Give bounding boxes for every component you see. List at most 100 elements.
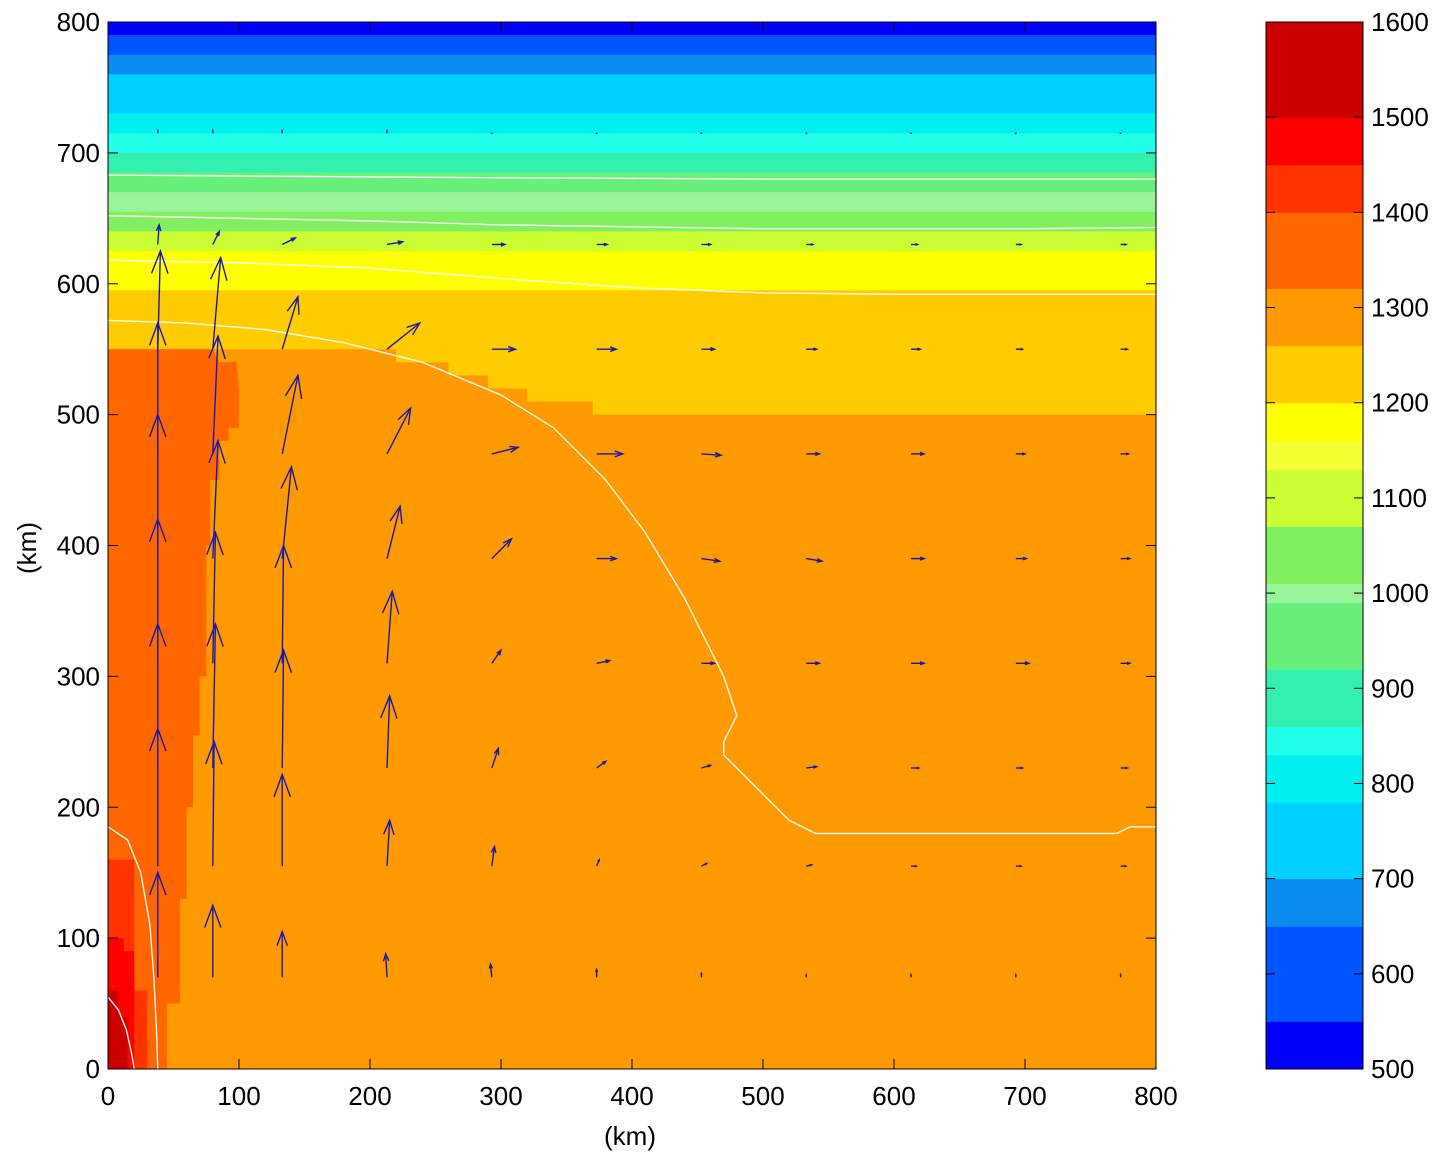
velocity-arrow bbox=[281, 237, 298, 246]
field-band-4 bbox=[108, 93, 1156, 115]
y-tick-label: 600 bbox=[57, 269, 100, 299]
velocity-arrow bbox=[596, 555, 619, 562]
colorbar-band bbox=[1266, 117, 1363, 166]
velocity-arrow bbox=[386, 128, 388, 134]
velocity-arrow bbox=[148, 870, 167, 978]
field-band-1 bbox=[108, 35, 1156, 56]
velocity-arrow bbox=[911, 243, 920, 246]
velocity-arrow bbox=[491, 648, 503, 664]
colorbar-tick-label: 600 bbox=[1371, 959, 1414, 989]
velocity-arrow bbox=[806, 661, 822, 666]
velocity-arrow bbox=[1120, 452, 1131, 456]
colorbar-band bbox=[1266, 440, 1363, 470]
velocity-arrow bbox=[491, 345, 518, 353]
temperature-field bbox=[108, 22, 1156, 1069]
velocity-arrow bbox=[1119, 972, 1122, 978]
velocity-arrow bbox=[1015, 132, 1017, 135]
velocity-arrow bbox=[491, 746, 500, 769]
velocity-arrow bbox=[806, 557, 824, 563]
velocity-arrow bbox=[911, 556, 927, 561]
x-tick-label: 800 bbox=[1134, 1081, 1177, 1111]
velocity-arrow bbox=[491, 242, 507, 247]
velocity-arrow bbox=[700, 971, 703, 978]
field-lower-region bbox=[108, 349, 1156, 1069]
y-tick-label: 500 bbox=[57, 400, 100, 430]
velocity-arrow bbox=[595, 857, 601, 867]
velocity-arrow bbox=[156, 128, 159, 134]
velocity-arrow bbox=[596, 346, 619, 353]
colorbar-tick-label: 1100 bbox=[1371, 483, 1427, 513]
x-tick-label: 0 bbox=[101, 1081, 115, 1111]
velocity-arrow bbox=[209, 255, 228, 350]
velocity-arrow bbox=[806, 243, 815, 246]
contour-line-5 bbox=[108, 996, 135, 1069]
colorbar-band bbox=[1266, 1021, 1363, 1070]
x-tick-label: 300 bbox=[479, 1081, 522, 1111]
velocity-arrow bbox=[208, 333, 226, 454]
field-band-11 bbox=[108, 231, 1156, 252]
velocity-arrow bbox=[701, 242, 713, 247]
colorbar-band bbox=[1266, 345, 1363, 404]
colorbar-tick-label: 500 bbox=[1371, 1054, 1414, 1084]
velocity-arrow bbox=[700, 132, 703, 135]
colorbar-band bbox=[1266, 669, 1363, 727]
velocity-arrow bbox=[596, 242, 610, 247]
velocity-arrow bbox=[1015, 766, 1025, 770]
contour-line-2 bbox=[108, 259, 1156, 295]
y-tick-label: 0 bbox=[86, 1054, 100, 1084]
velocity-arrow bbox=[273, 772, 292, 867]
x-tick-label: 500 bbox=[741, 1081, 784, 1111]
velocity-arrow bbox=[281, 373, 303, 455]
velocity-arrow bbox=[212, 229, 221, 245]
colorbar-tick-label: 1300 bbox=[1371, 293, 1429, 323]
field-band-12 bbox=[108, 251, 1156, 291]
velocity-arrow bbox=[806, 863, 814, 867]
velocity-arrow bbox=[281, 128, 284, 134]
velocity-arrow bbox=[382, 951, 390, 978]
velocity-arrow bbox=[155, 222, 162, 245]
y-tick-label: 800 bbox=[57, 7, 100, 37]
colorbar-tick-label: 1600 bbox=[1371, 7, 1429, 37]
y-tick-label: 100 bbox=[57, 923, 100, 953]
velocity-arrow bbox=[701, 764, 713, 769]
velocity-arrow bbox=[595, 967, 599, 978]
velocity-arrow bbox=[386, 321, 422, 350]
x-tick-label: 200 bbox=[348, 1081, 391, 1111]
y-tick-label: 400 bbox=[57, 531, 100, 561]
velocity-arrow bbox=[805, 972, 808, 978]
field-band-9 bbox=[108, 192, 1156, 213]
velocity-arrow bbox=[1015, 556, 1029, 561]
x-tick-label: 100 bbox=[217, 1081, 260, 1111]
velocity-arrow bbox=[1015, 661, 1031, 666]
velocity-arrow bbox=[381, 589, 400, 664]
colorbar-band bbox=[1266, 22, 1363, 118]
x-tick-label: 400 bbox=[610, 1081, 653, 1111]
x-tick-label: 700 bbox=[1003, 1081, 1046, 1111]
velocity-arrow bbox=[281, 294, 300, 350]
colorbar-tick-label: 900 bbox=[1371, 673, 1414, 703]
velocity-arrow bbox=[276, 929, 289, 978]
field-band-8 bbox=[108, 172, 1156, 193]
velocity-arrow bbox=[211, 128, 214, 134]
colorbar-tick-label: 700 bbox=[1371, 864, 1414, 894]
colorbar-band bbox=[1266, 726, 1363, 756]
velocity-arrow bbox=[911, 347, 923, 351]
velocity-arrow bbox=[274, 648, 293, 768]
field-band-7 bbox=[108, 152, 1156, 174]
isotherm-contours bbox=[108, 174, 1156, 1069]
velocity-arrow bbox=[595, 132, 598, 135]
field-band-10 bbox=[108, 211, 1156, 232]
velocity-arrow bbox=[910, 972, 912, 978]
contour-line-1 bbox=[108, 215, 1156, 230]
velocity-arrow bbox=[1015, 864, 1024, 868]
y-axis-label: (km) bbox=[12, 522, 42, 574]
contour-line-3 bbox=[108, 319, 1156, 835]
y-axis-ticks: 0 100 200 300 400 500 600 700 800 bbox=[57, 7, 1156, 1084]
velocity-arrow bbox=[203, 903, 222, 978]
field-band-6 bbox=[108, 133, 1156, 154]
colorbar-band bbox=[1266, 164, 1363, 213]
velocity-arrow bbox=[1119, 132, 1122, 135]
colorbar-frame bbox=[1265, 21, 1364, 1070]
velocity-arrow bbox=[206, 530, 224, 664]
